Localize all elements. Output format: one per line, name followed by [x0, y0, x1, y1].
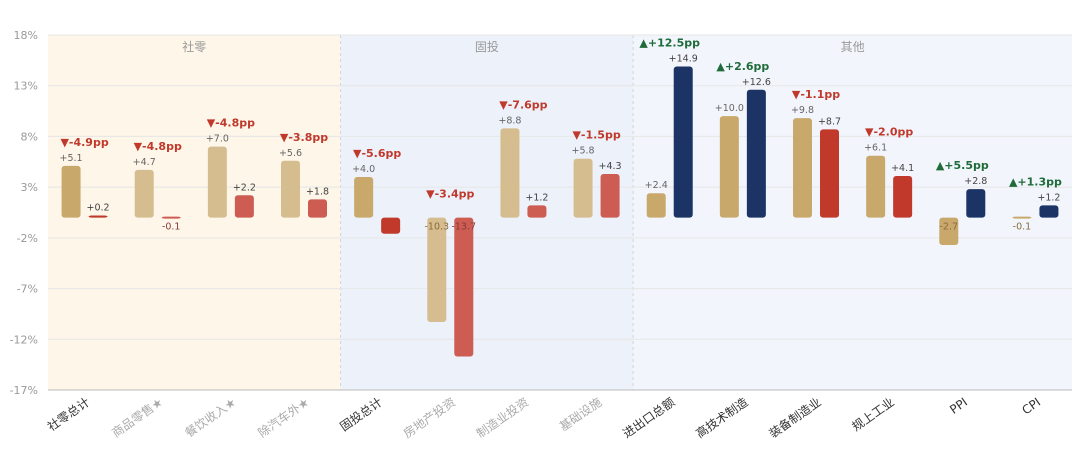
data-label-curr: +2.8 — [964, 176, 987, 187]
y-tick-label: -2% — [17, 232, 38, 245]
data-label-prev: +10.0 — [715, 103, 744, 114]
data-label-curr: +12.6 — [742, 77, 771, 88]
bar-curr — [88, 215, 108, 218]
x-tick-label: 规上工业 — [849, 394, 897, 434]
bar-curr — [820, 129, 839, 218]
data-label-prev: +8.8 — [498, 115, 521, 126]
bar-curr — [1039, 205, 1059, 218]
bar-prev — [500, 128, 520, 218]
y-tick-label: 18% — [14, 29, 38, 42]
group-panel — [633, 35, 1072, 390]
data-label-prev: +4.7 — [133, 157, 156, 168]
bar-prev — [719, 116, 739, 218]
x-tick-label: PPI — [947, 395, 970, 417]
change-label: ▼-3.8pp — [280, 131, 328, 144]
bar-prev — [61, 165, 81, 218]
y-tick-label: -17% — [10, 384, 38, 397]
group-label: 其他 — [841, 40, 865, 54]
data-label-curr: +1.2 — [1037, 192, 1060, 203]
bar-prev — [134, 169, 154, 218]
x-tick-label: 餐饮收入★ — [182, 394, 239, 440]
x-tick-label: 制造业投资 — [473, 394, 531, 441]
change-label: ▲+1.3pp — [1009, 175, 1062, 188]
bar-prev — [646, 193, 666, 218]
data-label-prev: +7.0 — [206, 134, 229, 145]
data-label-prev: -10.3 — [424, 222, 449, 233]
data-label-prev: +9.8 — [791, 105, 814, 116]
bar-prev — [281, 160, 300, 218]
x-tick-label: CPI — [1019, 395, 1043, 417]
data-label-prev: +4.0 — [352, 164, 375, 175]
bar-prev — [939, 217, 959, 245]
change-label: ▼-1.5pp — [572, 129, 620, 142]
bar-prev — [354, 177, 374, 218]
x-tick-label: 商品零售★ — [109, 394, 166, 440]
data-label-curr: +14.9 — [669, 53, 698, 64]
bar-curr — [527, 205, 547, 218]
y-tick-label: 13% — [14, 80, 38, 93]
bar-curr — [966, 189, 986, 218]
x-tick-label: 房地产投资 — [400, 394, 458, 441]
data-label-prev: +5.1 — [60, 153, 83, 164]
y-tick-label: 8% — [21, 130, 38, 143]
data-label-prev: +6.1 — [864, 143, 887, 154]
change-label: ▼-4.8pp — [207, 117, 255, 130]
bar-curr — [746, 89, 766, 218]
data-label-prev: -0.1 — [1013, 222, 1032, 233]
bar-prev — [207, 146, 227, 218]
change-label: ▼-4.8pp — [134, 140, 182, 153]
change-label: ▲+12.5pp — [639, 36, 700, 49]
x-tick-label: 固投总计 — [337, 394, 385, 434]
bar-curr — [234, 195, 254, 218]
data-label-curr: +4.1 — [891, 163, 914, 174]
x-tick-label: 高技术制造 — [693, 394, 751, 441]
data-label-curr: +4.3 — [599, 161, 622, 172]
data-label-curr: +1.8 — [306, 186, 329, 197]
bar-curr — [893, 175, 913, 218]
change-label: ▲+2.6pp — [716, 60, 769, 73]
y-tick-label: -7% — [17, 283, 38, 296]
change-label: ▼-1.1pp — [792, 88, 840, 101]
bar-prev — [1012, 216, 1032, 219]
data-label-prev: -2.7 — [940, 222, 959, 233]
bar-curr — [161, 216, 181, 219]
y-tick-label: 3% — [21, 181, 38, 194]
bar-curr — [308, 199, 327, 218]
bar-curr — [454, 217, 474, 357]
bar-prev — [573, 158, 593, 218]
group-label: 社零 — [182, 39, 206, 54]
bar-curr — [381, 217, 401, 234]
data-label-prev: +5.8 — [572, 146, 595, 157]
x-tick-label: 进出口总额 — [620, 395, 677, 441]
x-tick-label: 除汽车外★ — [255, 394, 312, 440]
bar-prev — [427, 217, 447, 323]
data-label-prev: +5.6 — [279, 148, 302, 159]
change-label: ▼-5.6pp — [353, 147, 401, 160]
x-tick-label: 装备制造业 — [767, 395, 824, 441]
data-label-curr: +0.2 — [87, 203, 110, 214]
change-label: ▼-7.6pp — [499, 98, 547, 111]
data-label-curr: -13.7 — [451, 222, 476, 233]
data-label-prev: +2.4 — [645, 180, 668, 191]
data-label-curr: +1.2 — [525, 192, 548, 203]
change-label: ▲+5.5pp — [936, 159, 989, 172]
data-label-curr: -0.1 — [162, 222, 181, 233]
data-label-curr: +8.7 — [818, 116, 841, 127]
y-tick-label: -12% — [10, 333, 38, 346]
change-label: ▼-3.4pp — [426, 188, 474, 201]
bar-curr — [673, 66, 693, 218]
x-tick-label: 基础设施 — [557, 395, 604, 434]
group-label: 固投 — [475, 39, 499, 54]
bar-prev — [793, 118, 812, 218]
bar-prev — [866, 155, 886, 218]
x-tick-label: 社零总计 — [44, 394, 92, 434]
bar-curr — [600, 173, 620, 218]
change-label: ▼-4.9pp — [60, 136, 108, 149]
change-label: ▼-2.0pp — [865, 126, 913, 139]
data-label-curr: +2.2 — [233, 182, 256, 193]
